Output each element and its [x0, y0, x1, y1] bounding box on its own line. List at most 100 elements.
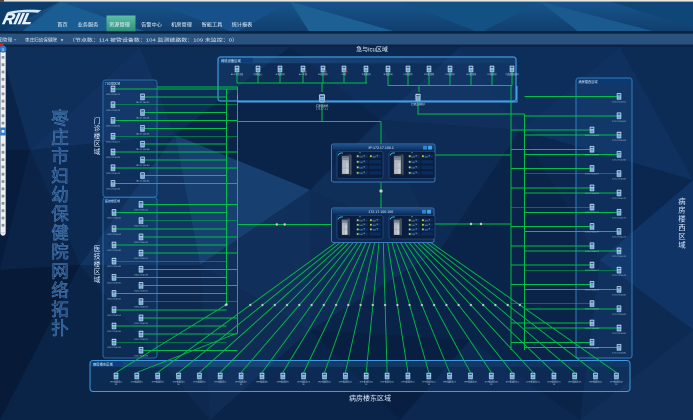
svg-text:病房楼东区域: 病房楼东区域 [349, 394, 391, 403]
svg-text:1F4F配线间41: 1F4F配线间41 [172, 380, 185, 384]
svg-text:1F2F配线间21: 1F2F配线间21 [131, 380, 144, 384]
svg-text:域: 域 [94, 147, 101, 156]
svg-text:11F配线间: 11F配线间 [424, 72, 434, 76]
svg-text:1F: 1F [240, 384, 243, 386]
svg-text:病房楼东区域: 病房楼东区域 [93, 362, 113, 367]
svg-text:1 0: 1 0 [411, 162, 415, 164]
svg-text:1F6F配线间151: 1F6F配线间151 [401, 380, 415, 384]
svg-text:1 0: 1 0 [425, 225, 429, 227]
svg-text:1F7F配线间251: 1F7F配线间251 [610, 380, 624, 384]
svg-text:172.17.100.64: 172.17.100.64 [612, 140, 626, 142]
svg-text:1F7F配线间71: 1F7F配线间71 [235, 380, 248, 384]
svg-text:域: 域 [94, 275, 101, 284]
svg-text:1 0: 1 0 [411, 168, 415, 170]
svg-text:1 0: 1 0 [359, 162, 363, 164]
svg-text:1F: 1F [115, 384, 118, 386]
svg-text:M: M [364, 167, 366, 169]
svg-text:1F4F配线间221: 1F4F配线间221 [547, 380, 561, 384]
svg-text:1 0: 1 0 [411, 173, 415, 175]
svg-text:192.17.100.28: 192.17.100.28 [136, 149, 150, 151]
svg-text:M: M [364, 155, 366, 157]
svg-text:1F9F配线间91: 1F9F配线间91 [277, 380, 290, 384]
svg-text:1 0: 1 0 [425, 230, 429, 232]
svg-text:172.17.100.68: 172.17.100.68 [612, 179, 626, 181]
svg-text:网: 网 [51, 261, 69, 281]
svg-text:172.17.100.63: 172.17.100.63 [585, 135, 599, 137]
svg-text:区: 区 [94, 268, 101, 276]
svg-text:192.17.100.48: 192.17.100.48 [107, 266, 121, 268]
svg-text:192.17.100.41: 192.17.100.41 [134, 210, 148, 212]
svg-text:告警中心: 告警中心 [141, 21, 162, 29]
svg-text:健: 健 [51, 223, 69, 243]
svg-text:幼: 幼 [51, 185, 69, 205]
svg-text:1F3F配线间211: 1F3F配线间211 [526, 380, 540, 384]
svg-text:192.17.100.56: 192.17.100.56 [107, 331, 121, 333]
svg-text:1F: 1F [615, 384, 618, 386]
svg-text:172.17.100.82: 172.17.100.82 [612, 314, 626, 316]
svg-text:≡: ≡ [2, 47, 5, 52]
svg-text:1 0: 1 0 [411, 230, 415, 232]
svg-text:1 0: 1 0 [373, 156, 377, 158]
svg-text:M: M [364, 161, 366, 163]
svg-text:4F配线间: 4F配线间 [275, 72, 284, 76]
svg-text:M: M [377, 229, 379, 231]
svg-text:172.17.100.75: 172.17.100.75 [585, 251, 599, 253]
svg-text:机房管理: 机房管理 [171, 21, 193, 29]
svg-text:192.17.100.25: 192.17.100.25 [106, 126, 120, 128]
svg-text:1F: 1F [553, 384, 556, 386]
svg-text:172.17.100.74: 172.17.100.74 [612, 237, 626, 239]
svg-text:192.17.100.50: 192.17.100.50 [107, 282, 121, 284]
svg-text:192.17.100.54: 192.17.100.54 [107, 315, 121, 317]
svg-text:M: M [416, 233, 418, 235]
svg-text:1F: 1F [490, 384, 493, 386]
svg-text:1F6F配线间61: 1F6F配线间61 [214, 380, 227, 384]
svg-text:172.17.100.70: 172.17.100.70 [612, 198, 626, 200]
svg-text:172.17.100.83: 172.17.100.83 [585, 328, 599, 330]
svg-text:枣: 枣 [51, 109, 69, 129]
svg-text:1F7F配线间161: 1F7F配线间161 [422, 380, 436, 384]
svg-text:172.17.100.72: 172.17.100.72 [612, 217, 626, 219]
svg-text:1 0: 1 0 [359, 173, 363, 175]
svg-text:1 0: 1 0 [359, 225, 363, 227]
svg-text:172.17.100.65: 172.17.100.65 [585, 154, 599, 156]
svg-text:1F8F配线间81: 1F8F配线间81 [256, 380, 269, 384]
svg-text:保: 保 [51, 204, 69, 224]
svg-text:14F配线间: 14F配线间 [466, 72, 476, 76]
svg-text:172.17.100.86: 172.17.100.86 [612, 352, 626, 354]
svg-text:1 0: 1 0 [373, 220, 377, 222]
svg-text:M: M [364, 229, 366, 231]
svg-text:1F2F配线间201: 1F2F配线间201 [505, 380, 519, 384]
svg-text:172.17.100.71: 172.17.100.71 [585, 212, 599, 214]
svg-text:172.17.100.77: 172.17.100.77 [585, 270, 599, 272]
svg-text:1F3F配线间121: 1F3F配线间121 [339, 380, 353, 384]
svg-text:M: M [429, 219, 431, 221]
svg-text:192.17.100.45: 192.17.100.45 [134, 242, 148, 244]
svg-text:拓: 拓 [51, 300, 69, 320]
svg-text:1 0: 1 0 [359, 168, 363, 170]
svg-text:1F6F配线间241: 1F6F配线间241 [589, 380, 603, 384]
svg-text:172.17.100.81: 172.17.100.81 [585, 309, 599, 311]
svg-text:A4-3F机: A4-3F机 [299, 72, 308, 76]
svg-text:1 0: 1 0 [411, 225, 415, 227]
svg-text:1F: 1F [302, 384, 305, 386]
svg-text:楼: 楼 [94, 131, 101, 140]
svg-text:M: M [364, 172, 366, 174]
svg-text:192.17.100.57: 192.17.100.57 [134, 339, 148, 341]
svg-text:9F配线间: 9F配线间 [383, 72, 392, 76]
svg-text:M: M [416, 167, 418, 169]
svg-text:1 0: 1 0 [411, 156, 415, 158]
svg-text:楼: 楼 [678, 214, 686, 223]
svg-text:门诊楼区域: 门诊楼区域 [105, 80, 120, 85]
svg-text:172.17.100.76: 172.17.100.76 [612, 256, 626, 258]
svg-text:西: 西 [678, 223, 685, 232]
svg-text:楼: 楼 [94, 259, 101, 268]
svg-text:1 0: 1 0 [425, 220, 429, 222]
svg-text:1F9F配线间181: 1F9F配线间181 [464, 380, 478, 384]
svg-text:192.17.100.58: 192.17.100.58 [107, 347, 121, 349]
svg-text:192.17.100.55: 192.17.100.55 [134, 323, 148, 325]
svg-text:1F5F配线间231: 1F5F配线间231 [568, 380, 582, 384]
svg-text:智能工具: 智能工具 [202, 21, 223, 29]
svg-text:192.17.100.32: 192.17.100.32 [136, 181, 150, 183]
svg-text:1F: 1F [177, 384, 180, 386]
svg-text:急与icu区域: 急与icu区域 [356, 46, 388, 54]
